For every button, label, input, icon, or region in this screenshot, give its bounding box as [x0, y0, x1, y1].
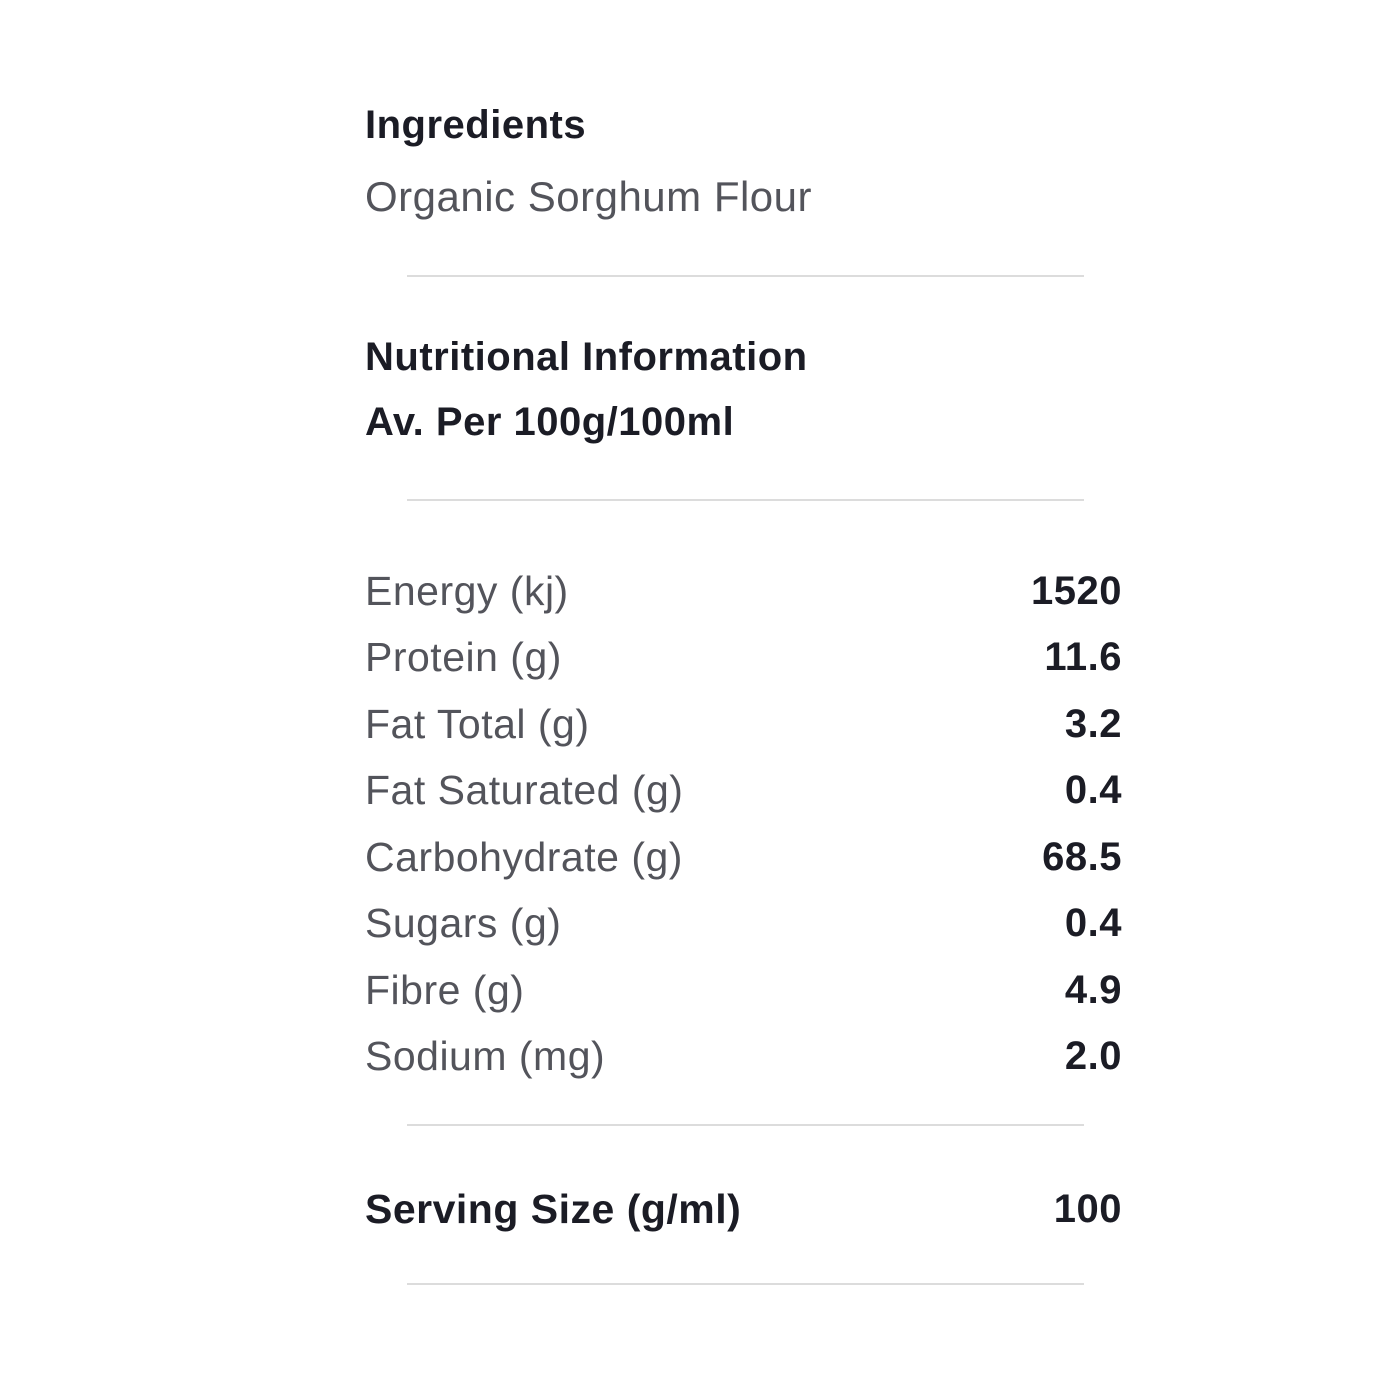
nutrition-title: Nutritional Information	[365, 335, 808, 379]
table-row: Fat Total (g) 3.2	[365, 691, 1122, 758]
row-label: Fibre (g)	[365, 966, 525, 1013]
row-value: 2.0	[1064, 1034, 1122, 1079]
row-value: 3.2	[1064, 701, 1122, 746]
divider	[407, 1124, 1084, 1126]
row-label: Energy (kj)	[365, 567, 569, 614]
nutrition-panel: Ingredients Organic Sorghum Flour Nutrit…	[365, 0, 1122, 1285]
row-label: Sugars (g)	[365, 900, 562, 947]
row-label: Carbohydrate (g)	[365, 833, 683, 880]
table-row: Fibre (g) 4.9	[365, 957, 1122, 1024]
divider	[407, 1283, 1084, 1285]
nutrition-heading: Nutritional Information Av. Per 100g/100…	[365, 325, 1122, 455]
row-label: Protein (g)	[365, 634, 562, 681]
table-row: Sodium (mg) 2.0	[365, 1024, 1122, 1091]
serving-size-row: Serving Size (g/ml) 100	[365, 1176, 1122, 1242]
divider	[407, 275, 1084, 277]
row-value: 0.4	[1064, 768, 1122, 813]
table-row: Carbohydrate (g) 68.5	[365, 824, 1122, 891]
row-value: 1520	[1031, 568, 1122, 613]
serving-size-label: Serving Size (g/ml)	[365, 1185, 742, 1232]
row-value: 11.6	[1044, 635, 1122, 680]
table-row: Sugars (g) 0.4	[365, 891, 1122, 958]
nutrition-table: Energy (kj) 1520 Protein (g) 11.6 Fat To…	[365, 558, 1122, 1090]
table-row: Protein (g) 11.6	[365, 625, 1122, 692]
table-row: Fat Saturated (g) 0.4	[365, 758, 1122, 825]
row-value: 4.9	[1064, 967, 1122, 1012]
row-label: Fat Saturated (g)	[365, 767, 684, 814]
row-value: 0.4	[1064, 901, 1122, 946]
table-row: Energy (kj) 1520	[365, 558, 1122, 625]
nutrition-subtitle: Av. Per 100g/100ml	[365, 400, 735, 444]
row-value: 68.5	[1042, 834, 1122, 879]
divider	[407, 499, 1084, 501]
ingredients-text: Organic Sorghum Flour	[365, 173, 813, 220]
ingredients-title: Ingredients	[365, 103, 587, 147]
serving-size-value: 100	[1053, 1186, 1122, 1231]
row-label: Fat Total (g)	[365, 700, 590, 747]
row-label: Sodium (mg)	[365, 1033, 606, 1080]
